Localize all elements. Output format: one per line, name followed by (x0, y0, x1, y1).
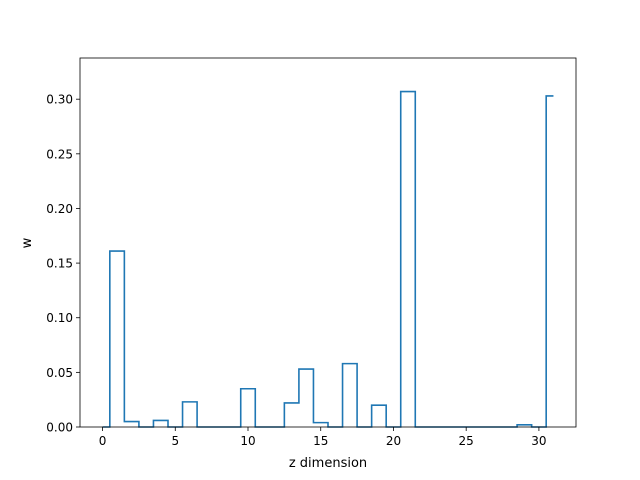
x-tick-label: 20 (386, 434, 401, 448)
y-tick-label: 0.15 (46, 257, 73, 271)
y-tick-label: 0.30 (46, 93, 73, 107)
x-axis-label: z dimension (289, 456, 367, 471)
y-tick-label: 0.25 (46, 147, 73, 161)
x-tick-label: 15 (313, 434, 328, 448)
x-tick-label: 30 (531, 434, 546, 448)
x-tick-label: 25 (459, 434, 474, 448)
y-tick-label: 0.20 (46, 202, 73, 216)
y-tick-label: 0.05 (46, 366, 73, 380)
axes: 0 5 10 15 20 25 30 0.00 0.05 0.10 0.15 0.20 0.25 0.30 (46, 57, 577, 448)
y-axis-label: w (20, 237, 35, 248)
y-tick-label: 0.10 (46, 311, 73, 325)
x-tick-label: 5 (171, 434, 179, 448)
x-tick-label: 0 (99, 434, 107, 448)
axes-frame (79, 57, 577, 428)
x-tick-label: 10 (240, 434, 255, 448)
y-tick-label: 0.00 (46, 421, 73, 435)
